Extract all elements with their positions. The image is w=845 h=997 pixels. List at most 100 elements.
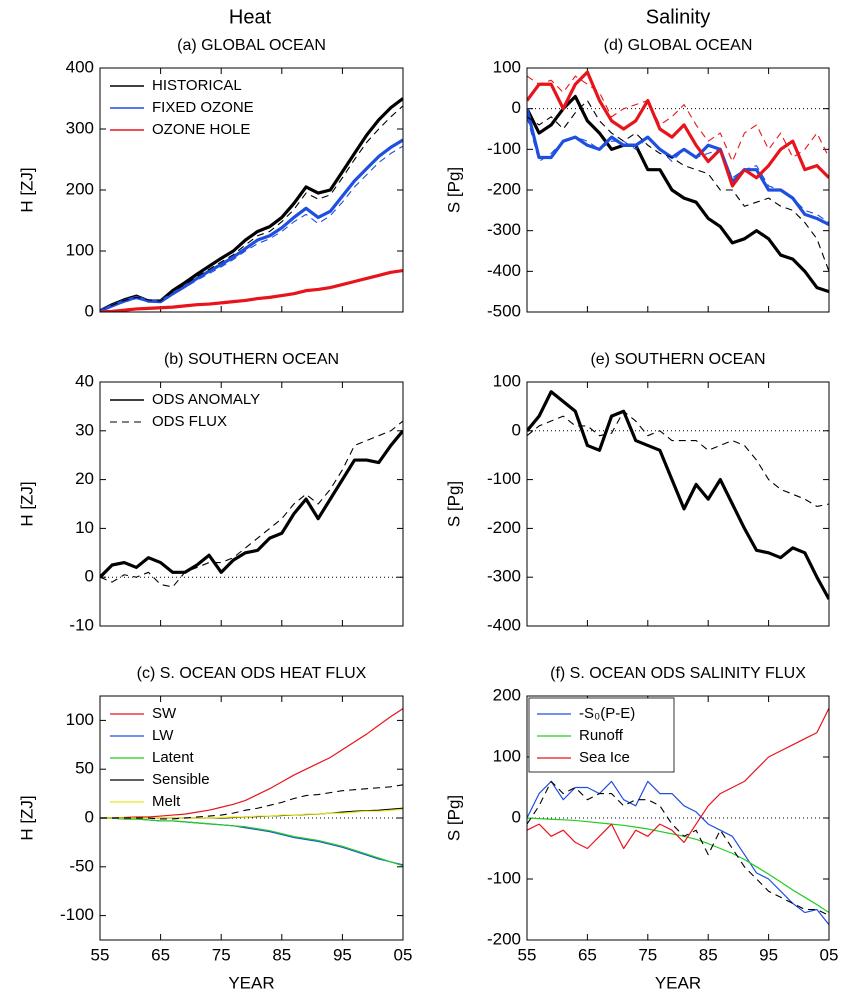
panel: (e) SOUTHERN OCEAN S [Pg] -400 -300 -200 -100… [444, 351, 830, 634]
y-tick-label: 20 [75, 469, 94, 488]
legend-label: ODS FLUX [152, 413, 227, 430]
series-line [527, 390, 829, 600]
legend-frame [528, 697, 675, 773]
panel-title: (f) S. OCEAN ODS SALINITY FLUX [550, 665, 806, 682]
y-tick-label: -100 [487, 139, 521, 158]
x-axis-label: YEAR [655, 973, 701, 992]
series-line [100, 817, 403, 866]
y-axis-label: S [Pg] [444, 481, 463, 527]
y-tick-label: 100 [66, 710, 94, 729]
x-tick-label: 05 [394, 945, 413, 964]
series-line [100, 97, 403, 312]
series-line [527, 75, 829, 163]
y-tick-label: -50 [69, 856, 94, 875]
series-line [100, 429, 403, 579]
series-line [527, 817, 829, 914]
panel-title: (b) SOUTHERN OCEAN [164, 351, 339, 368]
y-tick-label: 200 [66, 179, 94, 198]
series-line [100, 817, 403, 867]
panel: (c) S. OCEAN ODS HEAT FLUX H [ZJ] YEAR -100… [17, 665, 412, 992]
y-tick-label: 100 [66, 240, 94, 259]
y-axis-label: H [ZJ] [17, 167, 36, 212]
panel-title: (e) SOUTHERN OCEAN [590, 351, 765, 368]
y-tick-label: 300 [66, 118, 94, 137]
panel: (d) GLOBAL OCEAN S [Pg] -500 -400 -300 -200 -1… [444, 37, 830, 320]
series-line [100, 145, 403, 312]
panel-title: (a) GLOBAL OCEAN [177, 37, 326, 54]
legend-label: Sea Ice [579, 749, 630, 766]
legend-label: HISTORICAL [152, 77, 242, 94]
y-tick-label: -100 [487, 868, 521, 887]
plot-frame [99, 67, 404, 313]
x-axis-label: YEAR [228, 973, 274, 992]
x-tick-label: 95 [333, 945, 352, 964]
y-tick-label: 40 [75, 371, 94, 390]
y-tick-label: -500 [487, 301, 521, 320]
y-axis-label: H [ZJ] [17, 481, 36, 526]
series-line [527, 707, 829, 850]
y-tick-label: 100 [493, 371, 521, 390]
legend-label: SW [152, 705, 177, 722]
y-tick-label: 0 [512, 807, 521, 826]
y-tick-label: -200 [487, 518, 521, 537]
y-tick-label: 100 [493, 746, 521, 765]
legend-label: ODS ANOMALY [152, 391, 260, 408]
legend-label: -S₀(P-E) [579, 705, 635, 722]
x-tick-label: 95 [759, 945, 778, 964]
y-tick-label: 0 [85, 301, 94, 320]
series-line [527, 410, 829, 507]
y-tick-label: -200 [487, 929, 521, 948]
y-tick-label: 0 [512, 420, 521, 439]
panel: (f) S. OCEAN ODS SALINITY FLUX S [Pg] YEAR… [444, 665, 838, 992]
y-tick-label: 100 [493, 57, 521, 76]
x-tick-label: 75 [212, 945, 231, 964]
series-line [527, 108, 829, 226]
plot-frame [526, 381, 830, 627]
y-tick-label: -10 [69, 615, 94, 634]
legend-label: LW [152, 727, 174, 744]
series-line [527, 99, 829, 272]
y-tick-label: -100 [487, 469, 521, 488]
x-tick-label: 85 [699, 945, 718, 964]
series-line [100, 784, 403, 820]
y-axis-label: H [ZJ] [17, 795, 36, 840]
x-tick-label: 65 [578, 945, 597, 964]
legend-label: OZONE HOLE [152, 121, 250, 138]
series-line [527, 94, 829, 294]
y-axis-label: S [Pg] [444, 795, 463, 841]
plot-frame [526, 695, 830, 941]
x-tick-label: 05 [820, 945, 839, 964]
column-header: Salinity [646, 6, 710, 28]
x-tick-label: 85 [272, 945, 291, 964]
x-tick-label: 65 [151, 945, 170, 964]
y-tick-label: -400 [487, 261, 521, 280]
y-tick-label: -200 [487, 179, 521, 198]
column-header: Heat [229, 6, 272, 28]
legend-label: Melt [152, 793, 181, 810]
y-tick-label: -100 [60, 905, 94, 924]
series-line [527, 780, 829, 917]
series-line [100, 708, 403, 819]
legend-label: Runoff [579, 727, 624, 744]
series-line [100, 420, 403, 588]
legend-label: Sensible [152, 771, 210, 788]
y-tick-label: 0 [512, 98, 521, 117]
y-tick-label: 50 [75, 759, 94, 778]
plot-frame [526, 67, 830, 313]
x-tick-label: 55 [91, 945, 110, 964]
y-tick-label: -300 [487, 220, 521, 239]
series-line [100, 138, 403, 312]
y-tick-label: 400 [66, 57, 94, 76]
series-line [100, 105, 403, 312]
panel: (a) GLOBAL OCEAN H [ZJ] 0 100 200 300 400 HISTO… [17, 37, 404, 320]
legend-label: FIXED OZONE [152, 99, 254, 116]
y-tick-label: -300 [487, 567, 521, 586]
series-line [100, 268, 403, 312]
panel-title: (d) GLOBAL OCEAN [604, 37, 753, 54]
series-line [527, 70, 829, 188]
x-tick-label: 55 [518, 945, 537, 964]
panel: (b) SOUTHERN OCEAN H [ZJ] -10 0 10 20 30 40 ODS … [17, 351, 404, 634]
y-tick-label: 0 [85, 567, 94, 586]
x-tick-label: 75 [638, 945, 657, 964]
